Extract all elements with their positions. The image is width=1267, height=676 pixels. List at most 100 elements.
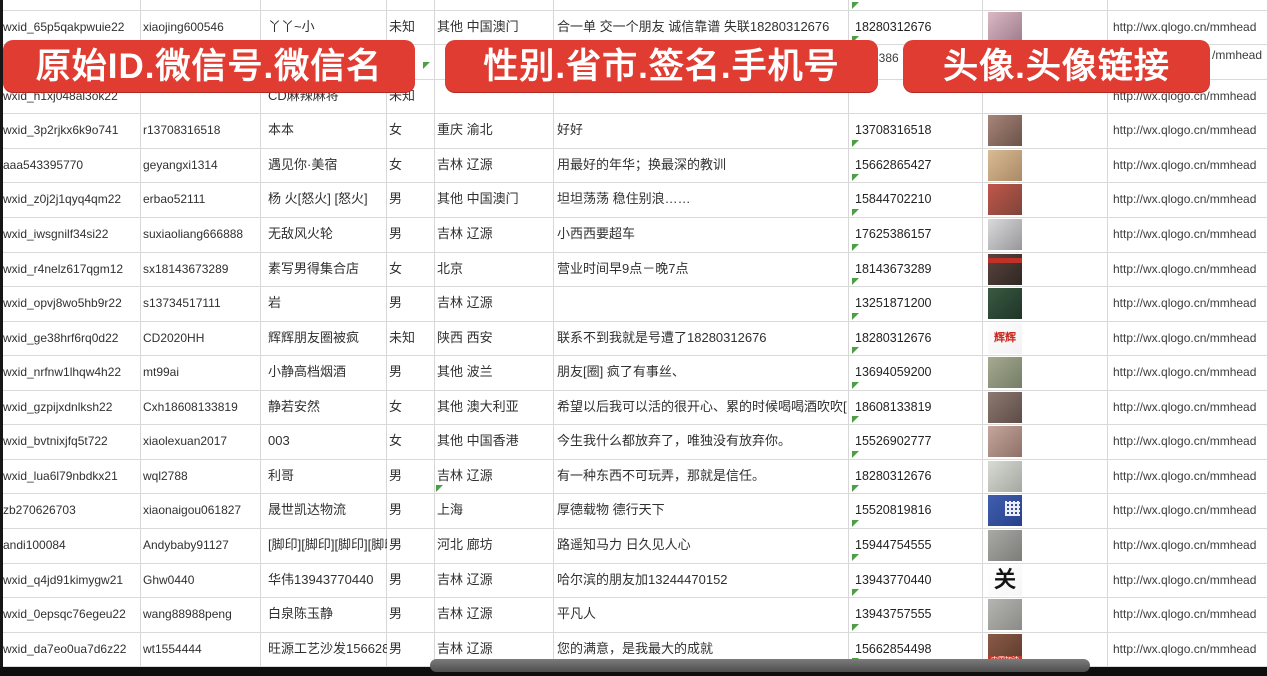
avatar-image-man-white-shirt-car[interactable] [988, 219, 1022, 250]
horizontal-scrollbar-thumb[interactable] [430, 659, 1090, 672]
cell-gender[interactable]: 男 [389, 467, 403, 483]
avatar-image-person-light-headwrap[interactable] [988, 460, 1022, 492]
cell-phone[interactable]: 15520819816 [855, 503, 932, 518]
cell-wechat-name[interactable]: 丫丫~小 [268, 18, 315, 34]
cell-region[interactable]: 河北 廊坊 [437, 536, 493, 552]
cell-original-id[interactable]: wxid_q4jd91kimygw21 [3, 572, 124, 587]
avatar-image-woman-car-selfie[interactable] [988, 391, 1022, 423]
cell-wechat-name[interactable]: 华伟13943770440 [268, 571, 374, 587]
cell-region[interactable]: 其他 中国香港 [437, 433, 519, 449]
cell-signature[interactable]: 平凡人 [557, 606, 597, 622]
cell-signature[interactable]: 今生我什么都放弃了，唯独没有放弃你。 [557, 433, 792, 449]
cell-wechat-name[interactable]: 晟世凯达物流 [268, 502, 347, 518]
cell-original-id[interactable]: wxid_lua6l79nbdkx21 [3, 468, 118, 483]
cell-gender[interactable]: 男 [389, 536, 403, 552]
cell-avatar-url[interactable]: http://wx.qlogo.cn/mmhead [1113, 123, 1257, 138]
cell-phone[interactable]: 18280312676 [855, 468, 932, 483]
cell-original-id[interactable]: wxid_opvj8wo5hb9r22 [3, 296, 122, 311]
avatar-image-blue-qr-code-logistics[interactable] [988, 495, 1022, 527]
cell-wechat-id[interactable]: wt1554444 [143, 641, 202, 656]
cell-original-id[interactable]: wxid_r4nelz617qgm12 [3, 261, 124, 276]
cell-phone[interactable]: 15662865427 [855, 157, 932, 172]
cell-wechat-id[interactable]: Andybaby91127 [143, 537, 229, 552]
cell-wechat-id[interactable]: sx18143673289 [143, 261, 229, 276]
cell-phone[interactable]: 18143673289 [855, 261, 932, 276]
cell-gender[interactable]: 女 [389, 433, 403, 449]
cell-wechat-name[interactable]: 杨 火[怒火] [怒火] [268, 191, 368, 207]
cell-wechat-name[interactable]: 无敌风火轮 [268, 226, 334, 241]
cell-avatar-url[interactable]: http://wx.qlogo.cn/mmhead [1113, 261, 1257, 276]
cell-wechat-name[interactable]: 静若安然 [268, 398, 321, 414]
avatar-image-gray-street-person[interactable] [988, 529, 1022, 561]
cell-gender[interactable]: 男 [389, 606, 403, 622]
cell-avatar-url[interactable]: http://wx.qlogo.cn/mmhead [1113, 399, 1257, 414]
cell-avatar-url[interactable]: http://wx.qlogo.cn/mmhead [1113, 157, 1257, 172]
cell-avatar-url[interactable]: http://wx.qlogo.cn/mmhead [1113, 607, 1257, 622]
cell-gender[interactable]: 男 [389, 640, 403, 656]
cell-region[interactable]: 北京 [437, 260, 464, 276]
cell-phone[interactable]: 18280312676 [855, 330, 932, 345]
cell-signature[interactable]: 小西西要超车 [557, 226, 636, 241]
cell-signature[interactable]: 朋友[圈] 疯了有事丝、 [557, 364, 685, 380]
cell-avatar-url[interactable]: http://wx.qlogo.cn/mmhead [1113, 192, 1257, 207]
cell-avatar-url[interactable]: http://wx.qlogo.cn/mmhead [1113, 330, 1257, 345]
cell-region[interactable]: 吉林 辽源 [437, 640, 493, 656]
cell-original-id[interactable]: wxid_z0j2j1qyq4qm22 [3, 192, 122, 207]
cell-signature[interactable]: 路遥知马力 日久见人心 [557, 536, 691, 552]
cell-signature[interactable]: 用最好的年华；换最深的教训 [557, 156, 727, 172]
cell-signature[interactable]: 厚德载物 德行天下 [557, 502, 665, 518]
cell-region[interactable]: 吉林 辽源 [437, 571, 493, 587]
cell-phone[interactable]: 15526902777 [855, 434, 932, 449]
cell-wechat-id[interactable]: Ghw0440 [143, 572, 195, 587]
cell-signature[interactable]: 哈尔滨的朋友加13244470152 [557, 571, 728, 587]
cell-phone[interactable]: 13251871200 [855, 296, 932, 311]
avatar-image-woman-long-hair-pink[interactable] [988, 11, 1022, 43]
cell-original-id[interactable]: andi100084 [3, 537, 66, 552]
cell-wechat-id[interactable]: wang88988peng [143, 607, 232, 622]
cell-signature[interactable]: 联系不到我就是号遭了18280312676 [557, 329, 767, 345]
avatar-image-calligraphy-guan-character[interactable]: 关 [988, 564, 1022, 596]
cell-wechat-id[interactable]: CD2020HH [143, 330, 205, 345]
cell-wechat-name[interactable]: 遇见你·美宿 [268, 156, 338, 172]
cell-avatar-url[interactable]: http://wx.qlogo.cn/mmhead [1113, 641, 1257, 656]
cell-region[interactable]: 上海 [437, 502, 464, 518]
cell-original-id[interactable]: wxid_gzpijxdnlksh22 [3, 399, 113, 414]
cell-wechat-id[interactable]: xiaolexuan2017 [143, 434, 228, 449]
cell-gender[interactable]: 未知 [389, 18, 416, 34]
cell-region[interactable]: 吉林 辽源 [437, 226, 493, 241]
cell-phone[interactable]: 13943770440 [855, 572, 932, 587]
cell-signature[interactable]: 好好 [557, 122, 584, 138]
avatar-image-woman-portrait-warm[interactable] [988, 115, 1022, 147]
cell-phone[interactable]: 18608133819 [855, 399, 932, 414]
cell-region[interactable]: 陕西 西安 [437, 329, 493, 345]
cell-original-id[interactable]: wxid_ge38hrf6rq0d22 [3, 330, 119, 345]
cell-avatar-url[interactable]: http://wx.qlogo.cn/mmhead [1113, 227, 1257, 241]
cell-signature[interactable]: 营业时间早9点－晚7点 [557, 260, 689, 276]
cell-gender[interactable]: 男 [389, 502, 403, 518]
avatar-image-dark-green-poster[interactable] [988, 288, 1022, 320]
cell-gender[interactable]: 男 [389, 571, 403, 587]
cell-region[interactable]: 其他 中国澳门 [437, 18, 519, 34]
cell-gender[interactable]: 女 [389, 398, 403, 414]
cell-gender[interactable]: 未知 [389, 329, 416, 345]
cell-avatar-url[interactable]: http://wx.qlogo.cn/mmhead [1113, 572, 1257, 587]
cell-gender[interactable]: 男 [389, 364, 403, 380]
cell-signature[interactable]: 希望以后我可以活的很开心、累的时候喝喝酒吹吹[ [557, 398, 847, 414]
cell-gender[interactable]: 女 [389, 156, 403, 172]
avatar-image-festive-red-table[interactable] [988, 184, 1022, 216]
cell-avatar-url[interactable]: http://wx.qlogo.cn/mmhead [1113, 468, 1257, 483]
cell-wechat-name[interactable]: [脚印][脚印][脚印][脚印 [268, 536, 387, 552]
cell-wechat-id[interactable]: xiaojing600546 [143, 19, 224, 34]
cell-phone[interactable]: 13943757555 [855, 607, 932, 622]
cell-wechat-name[interactable]: 003 [268, 433, 290, 449]
cell-region[interactable]: 其他 中国澳门 [437, 191, 519, 207]
cell-wechat-name[interactable]: 岩 [268, 295, 282, 311]
cell-avatar-url[interactable]: http://wx.qlogo.cn/mmhead [1113, 537, 1257, 552]
cell-phone[interactable]: 13694059200 [855, 365, 932, 380]
cell-original-id[interactable]: wxid_0epsqc76egeu22 [3, 607, 126, 622]
cell-wechat-id[interactable]: r13708316518 [143, 123, 221, 138]
cell-avatar-url[interactable]: http://wx.qlogo.cn/mmhead [1113, 88, 1257, 103]
avatar-image-dark-storefront-red-sign[interactable] [988, 253, 1022, 285]
cell-avatar-url[interactable]: http://wx.qlogo.cn/mmhead [1113, 296, 1257, 311]
cell-wechat-name[interactable]: 素写男得集合店 [268, 260, 360, 276]
